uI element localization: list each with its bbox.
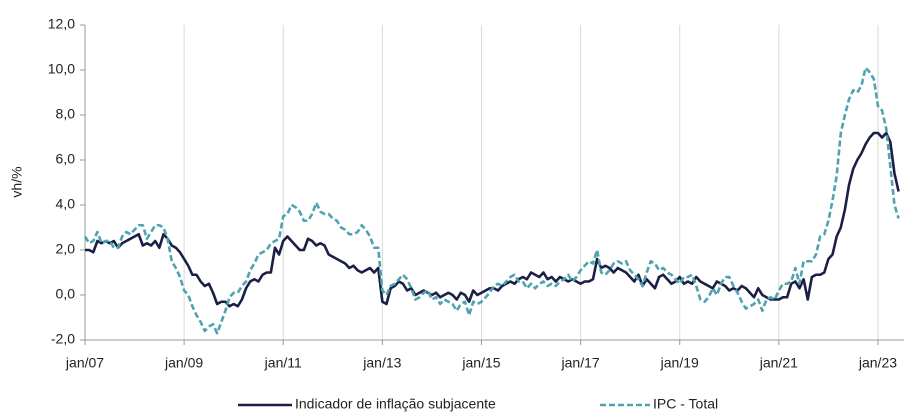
y-tick-label: 12,0: [48, 16, 75, 32]
x-tick-label: jan/15: [461, 355, 500, 371]
x-tick-label: jan/13: [362, 355, 401, 371]
x-tick-label: jan/09: [164, 355, 203, 371]
y-tick-label: 0,0: [56, 286, 76, 302]
x-tick-label: jan/23: [858, 355, 897, 371]
legend-label: Indicador de inflação subjacente: [295, 396, 496, 412]
y-tick-label: 8,0: [56, 106, 76, 122]
y-tick-label: 10,0: [48, 61, 75, 77]
y-tick-label: 6,0: [56, 151, 76, 167]
x-tick-label: jan/19: [660, 355, 699, 371]
x-tick-label: jan/07: [65, 355, 104, 371]
series-line: [85, 131, 900, 308]
x-tick-label: jan/17: [561, 355, 600, 371]
y-tick-label: 2,0: [56, 241, 76, 257]
x-tick-label: jan/21: [759, 355, 798, 371]
y-tick-label: 4,0: [56, 196, 76, 212]
legend-label: IPC - Total: [653, 396, 718, 412]
x-tick-label: jan/11: [264, 355, 302, 371]
y-tick-label: -2,0: [51, 331, 75, 347]
series-line: [83, 66, 900, 335]
y-axis-label: vh/%: [9, 166, 25, 197]
